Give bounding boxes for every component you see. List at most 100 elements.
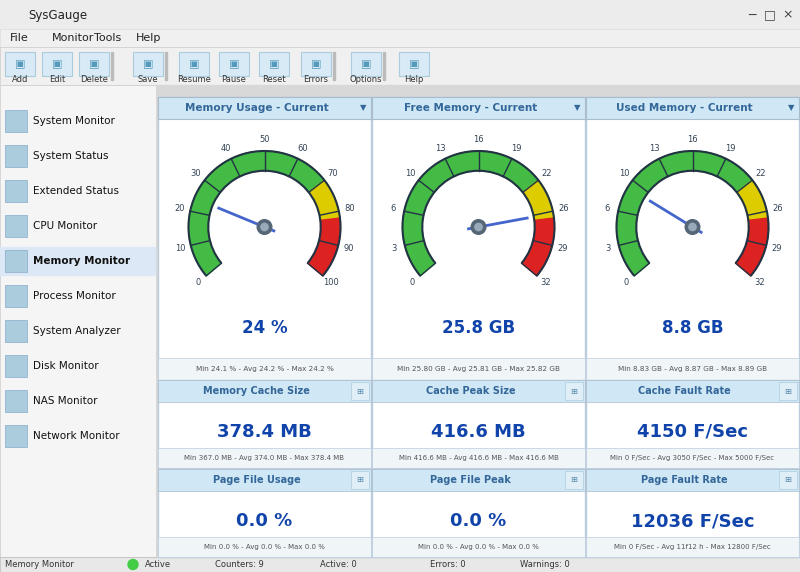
Text: 6: 6 [605,204,610,213]
Text: Counters: 9: Counters: 9 [215,560,264,569]
Bar [372,448,585,468]
Text: Edit: Edit [49,76,65,85]
Bar [565,471,583,489]
Bar [5,52,35,76]
Text: ⊞: ⊞ [785,387,791,395]
Circle shape [471,220,486,235]
Bar [0,557,800,572]
Text: ▣: ▣ [14,59,26,69]
Text: ▣: ▣ [310,59,322,69]
Text: Cache Peak Size: Cache Peak Size [426,386,515,396]
Bar [301,52,331,76]
Text: 10: 10 [618,169,629,178]
Circle shape [128,559,138,570]
Bar [586,358,799,380]
Text: ⊞: ⊞ [785,475,791,484]
Text: □: □ [764,9,776,22]
Bar [158,448,371,468]
Text: Page Fault Rate: Page Fault Rate [641,475,728,485]
Text: 80: 80 [344,204,355,213]
Bar [158,537,371,557]
Text: 13: 13 [649,144,660,153]
Text: 90: 90 [344,244,354,253]
Text: 13: 13 [435,144,446,153]
Text: 16: 16 [473,136,484,145]
Bar [179,52,209,76]
Text: Errors: 0: Errors: 0 [430,560,466,569]
Wedge shape [737,180,768,220]
Bar [351,52,381,76]
Text: Options: Options [350,76,382,85]
Bar [158,469,371,557]
Text: SysGauge: SysGauge [28,9,87,22]
Bar [158,358,371,380]
Text: Delete: Delete [80,76,108,85]
Bar [372,380,585,402]
Bar [259,52,289,76]
Text: 4150 F/Sec: 4150 F/Sec [637,423,748,441]
Bar [333,52,334,80]
Text: ×: × [782,9,794,22]
Bar [586,469,799,491]
Text: 22: 22 [756,169,766,178]
Text: Active: Active [145,560,171,569]
Text: 20: 20 [174,204,185,213]
Bar [779,471,797,489]
Wedge shape [523,180,554,220]
Circle shape [257,220,272,235]
Text: ─: ─ [748,9,756,22]
Bar [586,97,799,119]
Bar [372,469,585,491]
Text: 32: 32 [754,279,765,287]
Text: 12036 F/Sec: 12036 F/Sec [630,512,754,530]
Text: CPU Monitor: CPU Monitor [33,221,97,231]
Text: 22: 22 [542,169,552,178]
Bar [779,382,797,400]
Text: System Status: System Status [33,151,109,161]
Text: Add: Add [12,76,28,85]
Text: ▼: ▼ [574,104,580,113]
Text: 26: 26 [558,204,569,213]
Text: Network Monitor: Network Monitor [33,431,120,441]
Bar [0,85,156,557]
Wedge shape [402,151,538,276]
Text: 3: 3 [391,244,397,253]
Text: Free Memory - Current: Free Memory - Current [404,103,537,113]
Text: 40: 40 [221,144,232,153]
Text: 3: 3 [606,244,610,253]
Bar [5,180,27,202]
Text: 100: 100 [323,279,339,287]
Wedge shape [735,218,769,276]
Text: ▼: ▼ [360,104,366,113]
Text: ▣: ▣ [189,59,199,69]
Circle shape [261,223,268,231]
Text: 24 %: 24 % [242,319,287,337]
Text: 10: 10 [405,169,415,178]
Text: Page File Usage: Page File Usage [213,475,300,485]
Text: System Analyzer: System Analyzer [33,326,121,336]
Circle shape [475,223,482,231]
Text: Extended Status: Extended Status [33,186,119,196]
Bar [0,29,800,47]
Text: ▣: ▣ [229,59,239,69]
Bar [586,537,799,557]
Bar [586,380,799,402]
Text: Disk Monitor: Disk Monitor [33,361,98,371]
Text: Min 0.0 % - Avg 0.0 % - Max 0.0 %: Min 0.0 % - Avg 0.0 % - Max 0.0 % [204,544,325,550]
Bar [5,320,27,342]
Text: Memory Cache Size: Memory Cache Size [203,386,310,396]
Text: 32: 32 [540,279,550,287]
Text: ⊞: ⊞ [357,387,363,395]
Text: 6: 6 [390,204,396,213]
Text: Save: Save [138,76,158,85]
Text: 19: 19 [726,144,736,153]
Bar [0,0,800,29]
Bar [5,390,27,412]
Circle shape [689,223,696,231]
Bar [158,469,371,491]
Text: 0.0 %: 0.0 % [450,512,506,530]
Text: Used Memory - Current: Used Memory - Current [616,103,753,113]
Bar [565,382,583,400]
Text: Min 8.83 GB - Avg 8.87 GB - Max 8.89 GB: Min 8.83 GB - Avg 8.87 GB - Max 8.89 GB [618,366,767,372]
Circle shape [685,220,700,235]
